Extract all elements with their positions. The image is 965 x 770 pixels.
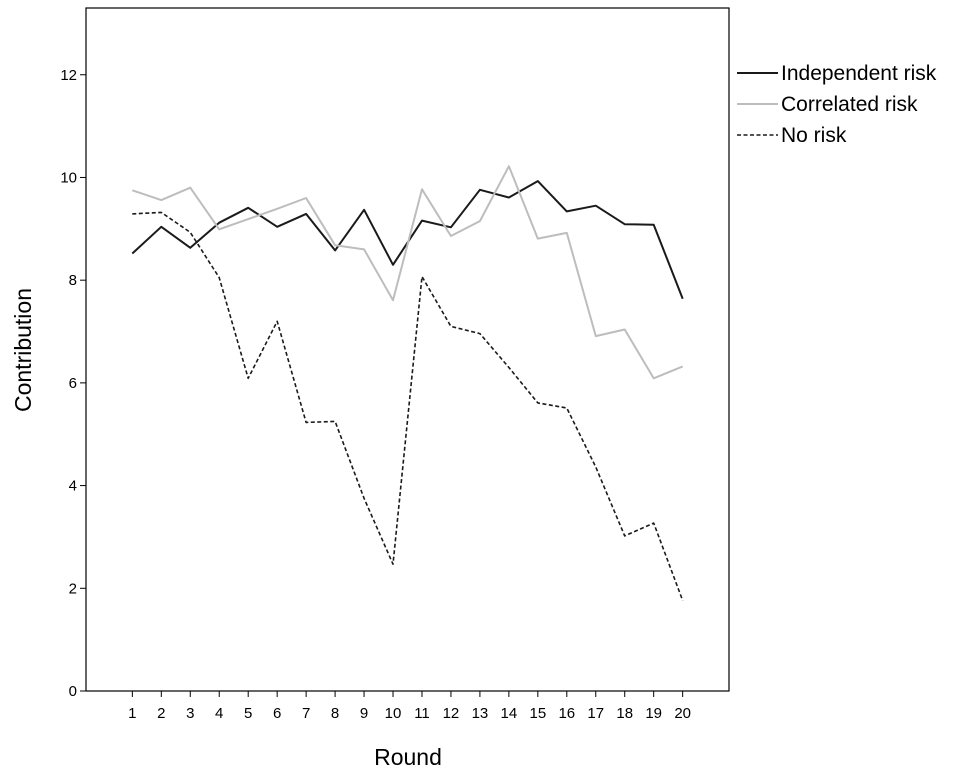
legend-label-correlated-risk: Correlated risk — [781, 93, 918, 116]
x-tick-label: 19 — [645, 705, 662, 722]
plot-frame — [85, 7, 730, 692]
y-tick-label: 8 — [69, 272, 77, 289]
x-tick-label: 16 — [558, 705, 575, 722]
x-tick-label: 12 — [443, 705, 460, 722]
y-tick-label: 0 — [69, 683, 77, 700]
y-axis-title: Contribution — [10, 288, 36, 412]
legend-label-independent-risk: Independent risk — [781, 62, 937, 85]
legend: Independent risk Correlated risk No risk — [737, 62, 937, 147]
x-axis-title: Round — [374, 744, 442, 770]
x-tick-label: 10 — [385, 705, 402, 722]
x-tick-label: 3 — [186, 705, 194, 722]
x-tick-label: 5 — [244, 705, 252, 722]
x-tick-label: 4 — [215, 705, 223, 722]
y-tick-label: 12 — [60, 67, 77, 84]
series-line-independent-risk — [131, 180, 684, 300]
x-tick-label: 13 — [472, 705, 489, 722]
legend-label-no-risk: No risk — [781, 124, 847, 147]
y-tick-label: 4 — [69, 478, 77, 495]
x-axis-ticks: 1 2 3 4 5 6 7 8 9 10 11 12 13 14 15 16 17 18 19 20 — [128, 691, 691, 722]
y-tick-label: 6 — [69, 375, 77, 392]
x-tick-label: 17 — [587, 705, 604, 722]
series-line-no-risk — [132, 211, 684, 601]
series-lines — [131, 165, 684, 601]
x-tick-label: 15 — [529, 705, 546, 722]
y-tick-label: 2 — [69, 580, 77, 597]
x-tick-label: 9 — [360, 705, 368, 722]
y-axis-ticks: 0 2 4 6 8 10 12 — [60, 67, 86, 700]
x-tick-label: 1 — [128, 705, 136, 722]
x-tick-label: 18 — [616, 705, 633, 722]
x-tick-label: 20 — [674, 705, 691, 722]
x-tick-label: 8 — [331, 705, 339, 722]
x-tick-label: 11 — [414, 705, 430, 722]
x-tick-label: 14 — [501, 705, 518, 722]
x-tick-label: 6 — [273, 705, 281, 722]
series-line-correlated-risk — [131, 165, 684, 380]
x-tick-label: 2 — [157, 705, 165, 722]
x-tick-label: 7 — [302, 705, 310, 722]
y-tick-label: 10 — [60, 169, 77, 186]
